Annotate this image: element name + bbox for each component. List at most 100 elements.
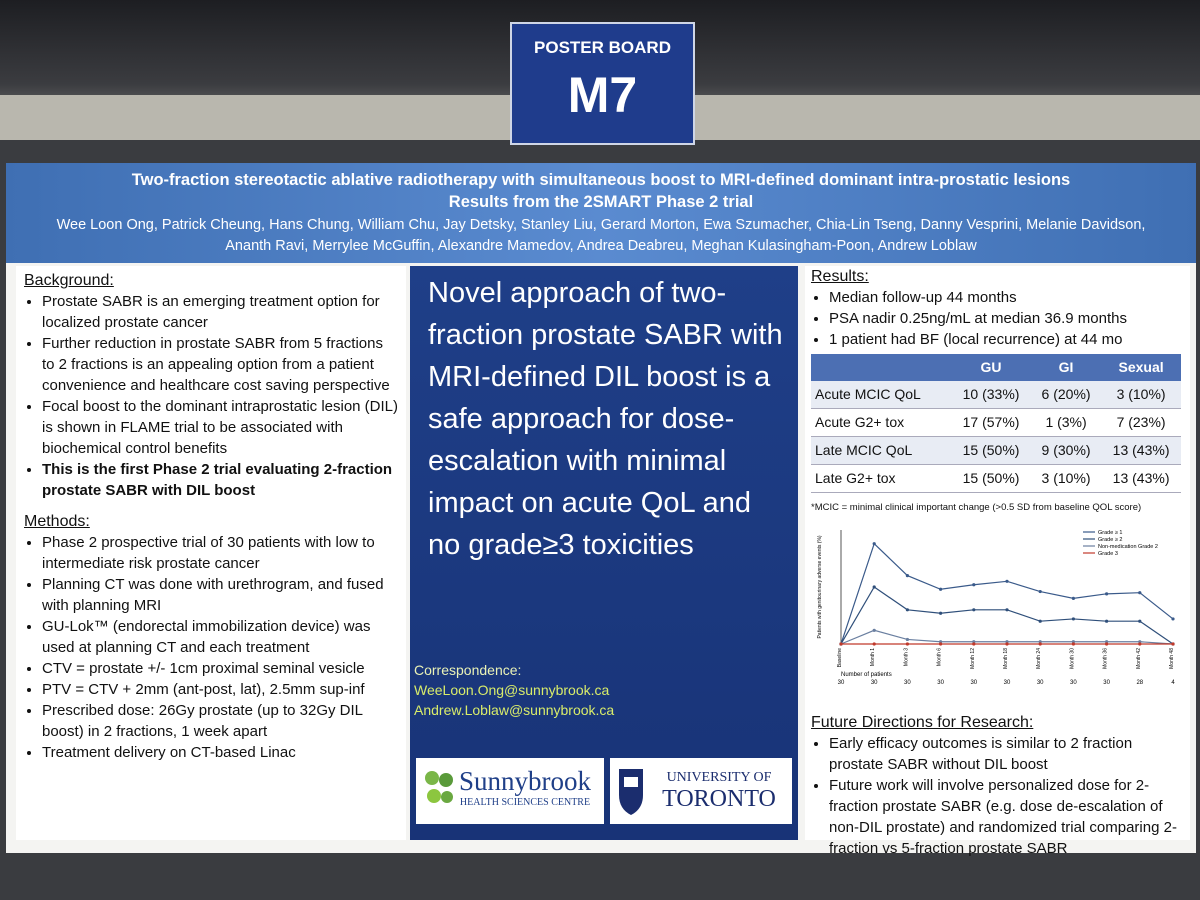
point bbox=[1005, 608, 1009, 612]
bullet: CTV = prostate +/- 1cm proximal seminal … bbox=[42, 658, 398, 679]
bullet: Phase 2 prospective trial of 30 patients… bbox=[42, 532, 398, 574]
bullet: Treatment delivery on CT-based Linac bbox=[42, 742, 398, 763]
crest-icon bbox=[619, 769, 643, 815]
logo-line1: UNIVERSITY OF bbox=[666, 770, 772, 785]
patients-count: 30 bbox=[838, 680, 845, 686]
bullet: Further reduction in prostate SABR from … bbox=[42, 333, 398, 396]
point bbox=[972, 583, 976, 587]
authors: Wee Loon Ong, Patrick Cheung, Hans Chung… bbox=[56, 217, 1146, 254]
correspondence-heading: Correspondence: bbox=[414, 662, 522, 678]
bullet-list: Early efficacy outcomes is similar to 2 … bbox=[811, 733, 1184, 859]
section-heading: Background: bbox=[24, 272, 114, 289]
bullet: Early efficacy outcomes is similar to 2 … bbox=[829, 733, 1184, 775]
point bbox=[905, 642, 909, 646]
legend-entry: Non-medication Grade 2 bbox=[1098, 544, 1158, 550]
point bbox=[1071, 617, 1075, 621]
point bbox=[1105, 642, 1109, 646]
bullet: Planning CT was done with urethrogram, a… bbox=[42, 574, 398, 616]
point bbox=[972, 642, 976, 646]
point bbox=[905, 637, 909, 642]
point bbox=[939, 640, 943, 644]
table-cell: 3 (10%) bbox=[1101, 381, 1181, 409]
point bbox=[1005, 640, 1009, 644]
table-cell: 3 (10%) bbox=[1030, 464, 1102, 493]
patients-count: 4 bbox=[1171, 680, 1175, 686]
point bbox=[1038, 619, 1042, 623]
legend-entry: Grade ≥ 1 bbox=[1098, 530, 1122, 536]
patients-count: 30 bbox=[1037, 680, 1044, 686]
legend-entry: Grade ≥ 2 bbox=[1098, 537, 1122, 543]
bullet: PTV = CTV + 2mm (ant-post, lat), 2.5mm s… bbox=[42, 679, 398, 700]
point bbox=[939, 642, 943, 646]
header-cell: Sexual bbox=[1101, 354, 1181, 381]
row-label: Acute G2+ tox bbox=[811, 408, 952, 437]
x-tick-label: Baseline bbox=[837, 648, 843, 667]
sign-board: M7 bbox=[567, 67, 638, 123]
patients-count: 30 bbox=[871, 680, 878, 686]
title: Two-fraction stereotactic ablative radio… bbox=[131, 171, 1071, 189]
table-row: Acute MCIC QoL 10 (33%) 6 (20%) 3 (10%) bbox=[811, 381, 1181, 409]
point bbox=[1138, 619, 1142, 623]
subtitle: Results from the 2SMART Phase 2 trial bbox=[448, 193, 754, 211]
center-column: Novel approach of two-fraction prostate … bbox=[410, 266, 798, 840]
point bbox=[1138, 591, 1142, 595]
table-cell: 13 (43%) bbox=[1101, 436, 1181, 465]
header-cell: GU bbox=[951, 354, 1031, 381]
point bbox=[1138, 642, 1142, 646]
chart: Patients with genitourinary adverse even… bbox=[817, 530, 1175, 686]
x-tick-label: Month 36 bbox=[1103, 648, 1109, 669]
correspondence: Correspondence: WeeLoon.Ong@sunnybrook.c… bbox=[414, 660, 614, 720]
toronto-logo: UNIVERSITY OF TORONTO bbox=[610, 758, 792, 824]
row-label: Acute MCIC QoL bbox=[811, 381, 952, 409]
results-table: GU GI Sexual Acute MCIC QoL 10 (33%) 6 (20%) 3… bbox=[811, 354, 1181, 493]
section-heading: Future Directions for Research: bbox=[811, 714, 1034, 731]
patients-count: 28 bbox=[1136, 680, 1143, 686]
legend-entry: Grade 3 bbox=[1098, 551, 1118, 557]
sign-label: POSTER BOARD bbox=[534, 38, 671, 57]
x-tick-label: Month 18 bbox=[1003, 648, 1009, 669]
table-cell: 13 (43%) bbox=[1101, 464, 1181, 493]
row-label: Late MCIC QoL bbox=[811, 436, 952, 465]
table-cell: 10 (33%) bbox=[951, 381, 1031, 409]
x-tick-label: Month 42 bbox=[1136, 648, 1142, 669]
point bbox=[1071, 596, 1075, 600]
bullet: GU-Lok™ (endorectal immobilization devic… bbox=[42, 616, 398, 658]
point bbox=[1105, 640, 1109, 644]
bullet-list: Median follow-up 44 monthsPSA nadir 0.25… bbox=[811, 287, 1184, 350]
point bbox=[1005, 642, 1009, 646]
patients-count: 30 bbox=[937, 680, 944, 686]
section-heading: Methods: bbox=[24, 513, 90, 530]
table-cell: 15 (50%) bbox=[951, 436, 1031, 465]
point bbox=[972, 608, 976, 612]
row-label: Late G2+ tox bbox=[811, 464, 952, 493]
point bbox=[1105, 592, 1109, 596]
bullet: Median follow-up 44 months bbox=[829, 287, 1184, 308]
point bbox=[1138, 640, 1142, 644]
x-tick-label: Month 6 bbox=[937, 648, 943, 666]
patients-count: 30 bbox=[1004, 680, 1011, 686]
point bbox=[972, 640, 976, 644]
email: WeeLoon.Ong@sunnybrook.ca bbox=[414, 682, 610, 698]
point bbox=[905, 608, 909, 612]
table-row: Acute G2+ tox 17 (57%) 1 (3%) 7 (23%) bbox=[811, 408, 1181, 437]
line bbox=[840, 542, 1174, 645]
table-row: Late MCIC QoL 15 (50%) 9 (30%) 13 (43%) bbox=[811, 436, 1181, 465]
point bbox=[839, 642, 843, 646]
footnote: *MCIC = minimal clinical important chang… bbox=[811, 502, 1142, 513]
table-cell: 15 (50%) bbox=[951, 464, 1031, 493]
bullet: Focal boost to the dominant intraprostat… bbox=[42, 396, 398, 459]
table-cell: 7 (23%) bbox=[1101, 408, 1181, 437]
table-cell: 9 (30%) bbox=[1030, 436, 1102, 465]
x-tick-label: Month 48 bbox=[1169, 648, 1175, 669]
point bbox=[1038, 640, 1042, 644]
point bbox=[1038, 642, 1042, 646]
logo-line2: TORONTO bbox=[662, 786, 776, 812]
bullet-list: Phase 2 prospective trial of 30 patients… bbox=[24, 532, 398, 763]
header-cell bbox=[811, 354, 952, 381]
sunnybrook-logo: Sunnybrook HEALTH SCIENCES CENTRE bbox=[416, 758, 604, 824]
x-tick-label: Month 1 bbox=[870, 648, 876, 666]
bullet-list: Prostate SABR is an emerging treatment o… bbox=[24, 291, 398, 501]
leaf-icon bbox=[425, 771, 453, 803]
x-tick-label: Month 24 bbox=[1036, 648, 1042, 669]
email: Andrew.Loblaw@sunnybrook.ca bbox=[414, 702, 615, 718]
